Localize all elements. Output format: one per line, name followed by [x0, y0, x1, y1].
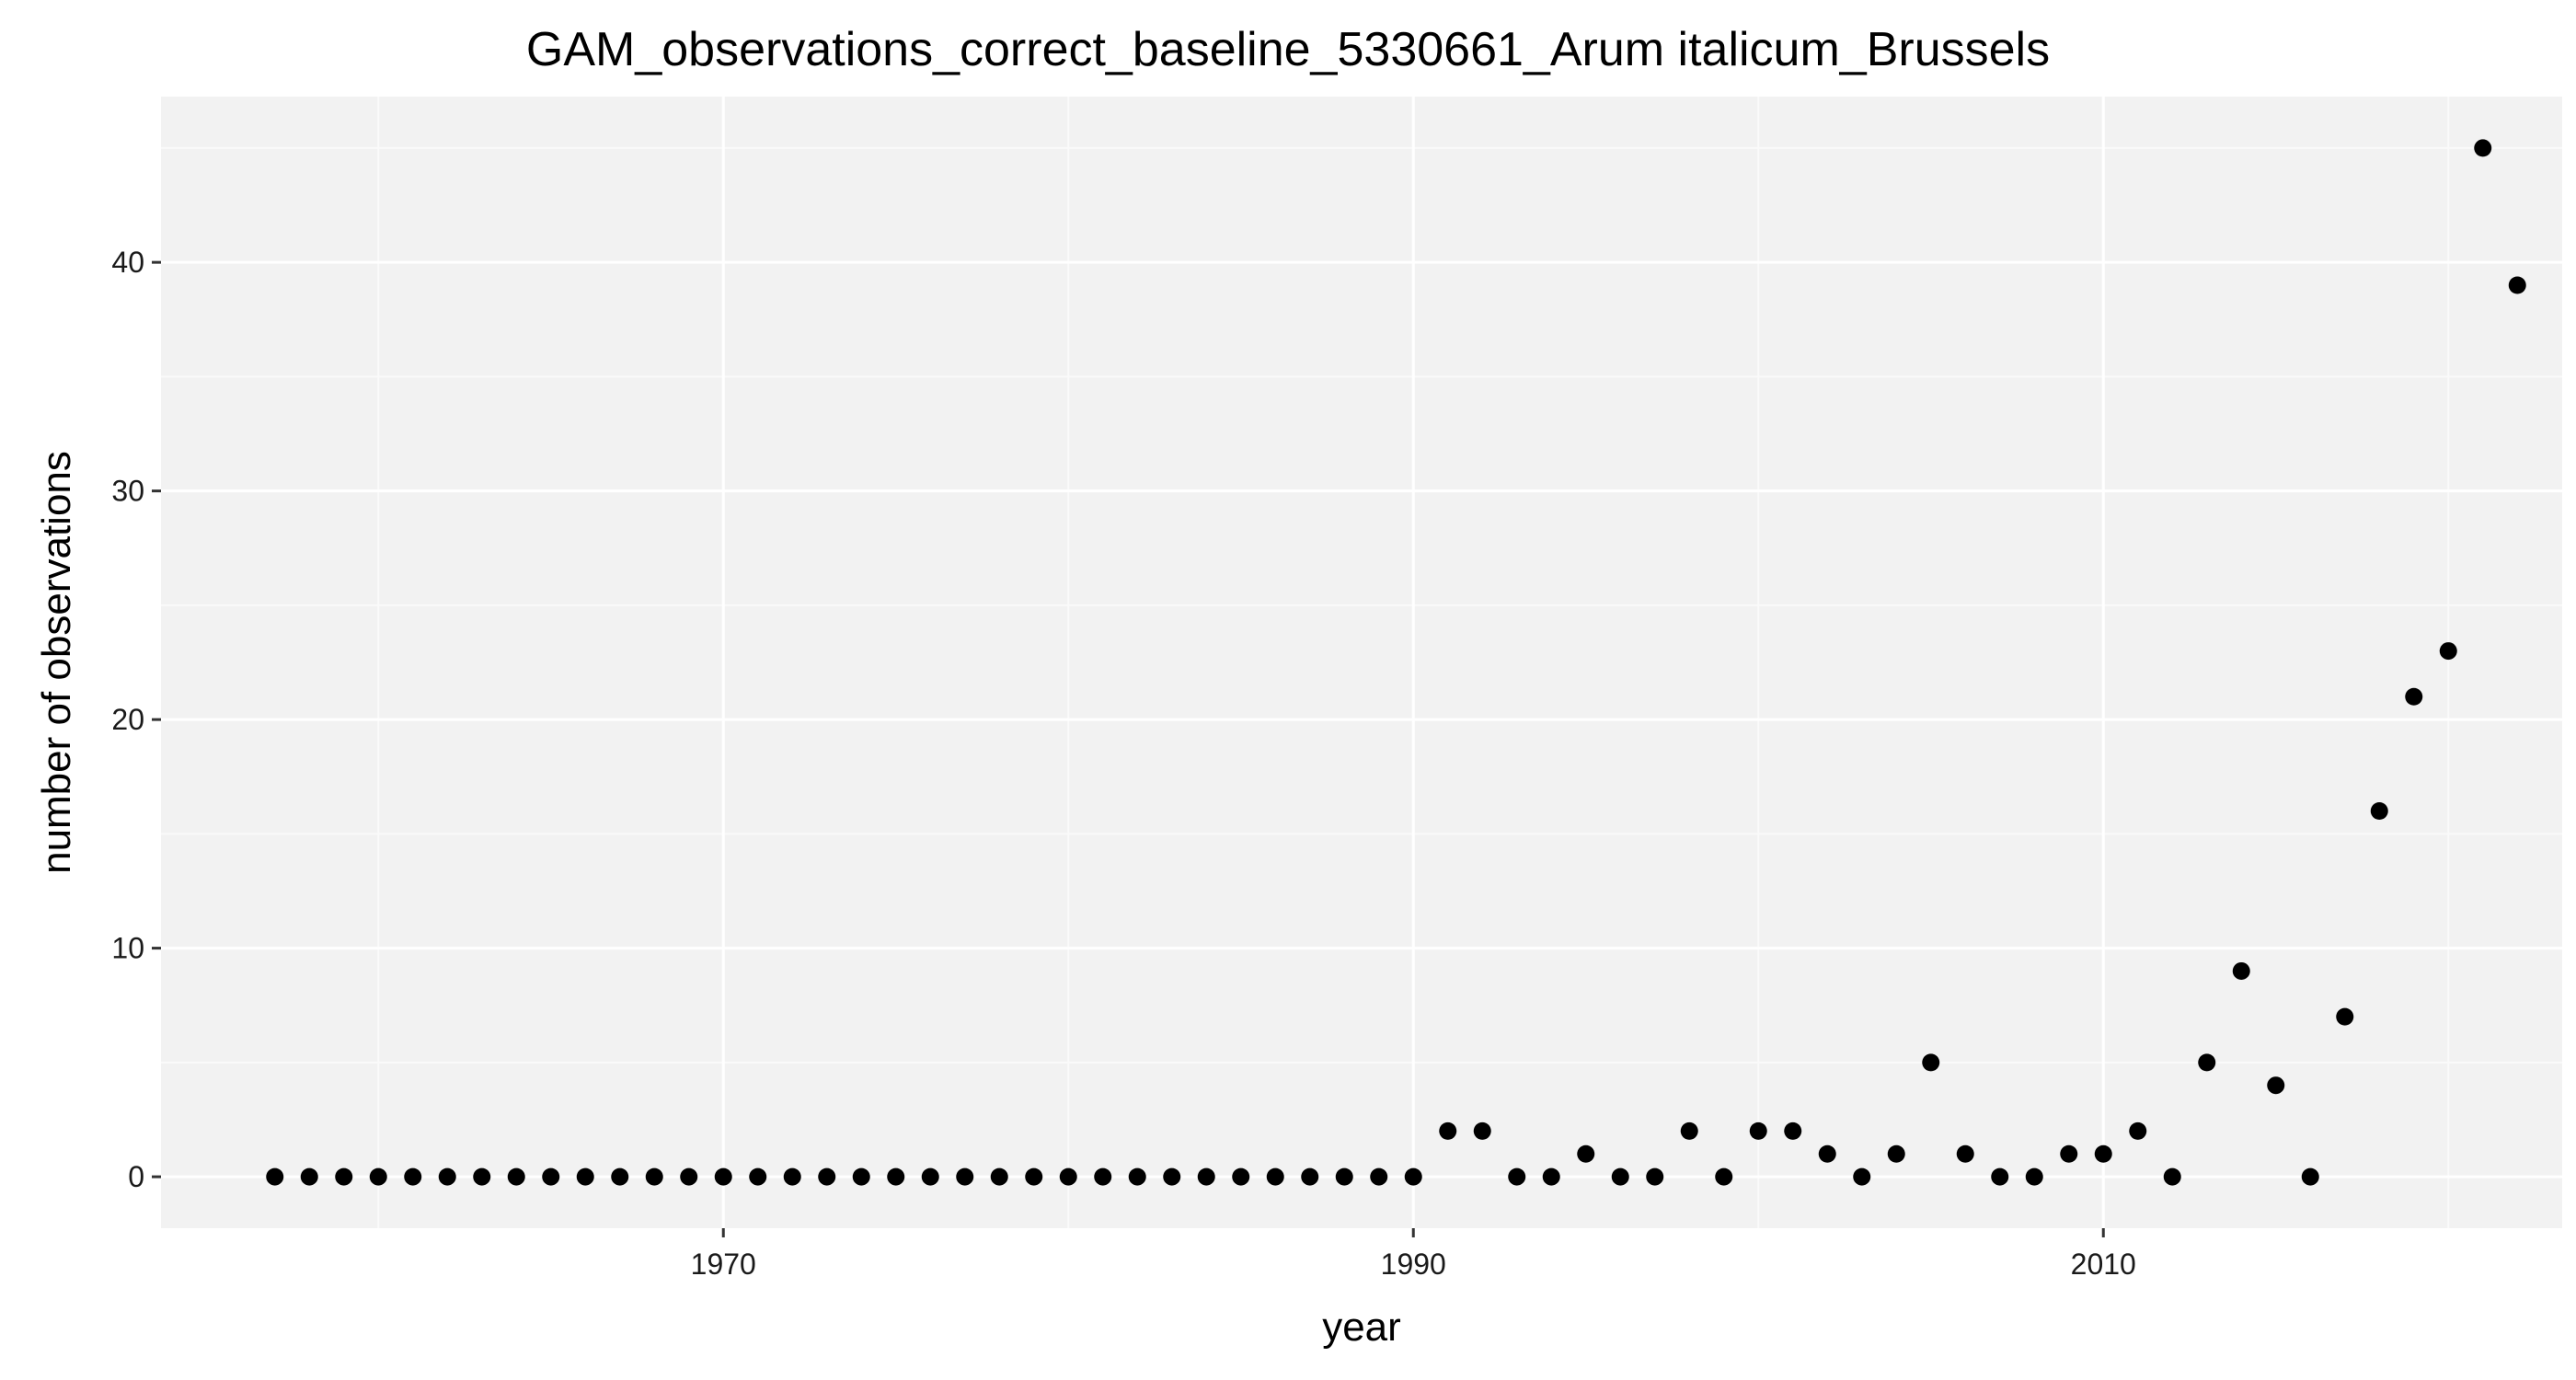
data-point	[2094, 1144, 2112, 1163]
data-point	[576, 1167, 594, 1186]
data-point	[1818, 1144, 1836, 1163]
data-point	[1853, 1167, 1871, 1186]
data-point	[1335, 1167, 1353, 1186]
data-point	[818, 1167, 836, 1186]
data-point	[2163, 1167, 2181, 1186]
data-point	[542, 1167, 560, 1186]
x-axis-label: year	[1322, 1305, 1401, 1350]
data-point	[1301, 1167, 1319, 1186]
data-point	[611, 1167, 629, 1186]
x-tick-label: 2010	[2071, 1248, 2136, 1281]
data-point	[1025, 1167, 1043, 1186]
data-point	[335, 1167, 353, 1186]
data-point	[2405, 687, 2423, 706]
y-tick-label: 10	[111, 932, 144, 965]
grid-lines	[161, 97, 2562, 1228]
data-points	[266, 139, 2526, 1186]
data-point	[1232, 1167, 1250, 1186]
data-point	[1715, 1167, 1733, 1186]
data-point	[438, 1167, 456, 1186]
data-point	[2370, 802, 2388, 821]
data-point	[1542, 1167, 1560, 1186]
data-point	[1059, 1167, 1077, 1186]
data-point	[507, 1167, 525, 1186]
y-tick-label: 30	[111, 475, 144, 508]
data-point	[404, 1167, 422, 1186]
data-point	[1439, 1121, 1457, 1140]
data-point	[473, 1167, 491, 1186]
data-point	[2232, 961, 2250, 980]
data-point	[1577, 1144, 1595, 1163]
data-point	[887, 1167, 905, 1186]
data-point	[2439, 642, 2457, 661]
data-point	[1956, 1144, 1974, 1163]
data-point	[680, 1167, 698, 1186]
data-point	[2267, 1076, 2285, 1095]
data-point	[2508, 276, 2526, 294]
data-point	[300, 1167, 318, 1186]
data-point	[1749, 1121, 1767, 1140]
data-point	[1473, 1121, 1491, 1140]
data-point	[2025, 1167, 2043, 1186]
data-point	[1128, 1167, 1146, 1186]
data-point	[921, 1167, 939, 1186]
chart-title: GAM_observations_correct_baseline_533066…	[525, 23, 2051, 76]
data-point	[1680, 1121, 1698, 1140]
data-point	[2474, 139, 2492, 157]
axis-ticks: 1970 1990 2010 0 10 20 30 40	[111, 246, 2135, 1281]
data-point	[2301, 1167, 2319, 1186]
data-point	[1266, 1167, 1284, 1186]
data-point	[852, 1167, 870, 1186]
data-point	[2129, 1121, 2147, 1140]
data-point	[1887, 1144, 1905, 1163]
data-point	[1611, 1167, 1629, 1186]
y-tick-label: 20	[111, 703, 144, 736]
y-tick-label: 40	[111, 246, 144, 279]
x-tick-label: 1990	[1381, 1248, 1446, 1281]
data-point	[1991, 1167, 2009, 1186]
data-point	[1404, 1167, 1422, 1186]
y-tick-label: 0	[128, 1160, 144, 1193]
data-point	[956, 1167, 974, 1186]
data-point	[369, 1167, 387, 1186]
plot-panel	[161, 97, 2562, 1228]
data-point	[266, 1167, 284, 1186]
data-point	[1197, 1167, 1215, 1186]
data-point	[1370, 1167, 1388, 1186]
data-point	[645, 1167, 663, 1186]
data-point	[2060, 1144, 2078, 1163]
data-point	[1922, 1053, 1940, 1072]
data-point	[990, 1167, 1008, 1186]
x-tick-label: 1970	[691, 1248, 756, 1281]
data-point	[783, 1167, 801, 1186]
data-point	[1784, 1121, 1802, 1140]
data-point	[1163, 1167, 1181, 1186]
data-point	[714, 1167, 732, 1186]
data-point	[749, 1167, 767, 1186]
data-point	[1094, 1167, 1112, 1186]
data-point	[2198, 1053, 2216, 1072]
data-point	[2336, 1007, 2354, 1026]
data-point	[1646, 1167, 1664, 1186]
y-axis-label: number of observations	[34, 451, 79, 874]
data-point	[1508, 1167, 1526, 1186]
